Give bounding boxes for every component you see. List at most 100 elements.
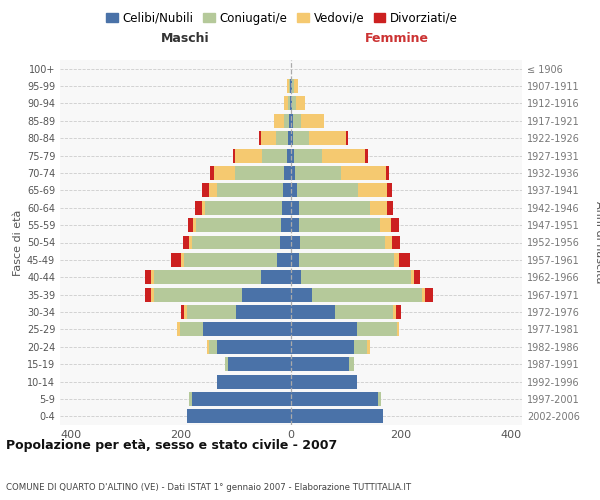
Bar: [151, 270, 154, 284]
Bar: [295, 79, 298, 93]
Bar: [312, 288, 422, 302]
Bar: [293, 132, 308, 145]
Bar: [145, 270, 151, 284]
Bar: [287, 79, 289, 93]
Bar: [202, 201, 205, 214]
Bar: [308, 132, 346, 145]
Text: Popolazione per età, sesso e stato civile - 2007: Popolazione per età, sesso e stato civil…: [6, 440, 337, 452]
Bar: [288, 96, 290, 110]
Bar: [235, 148, 262, 162]
Bar: [291, 305, 335, 319]
Bar: [284, 114, 289, 128]
Bar: [196, 218, 281, 232]
Bar: [289, 114, 291, 128]
Bar: [358, 184, 387, 198]
Bar: [283, 184, 291, 198]
Bar: [395, 305, 401, 319]
Bar: [187, 410, 291, 424]
Bar: [189, 236, 192, 250]
Bar: [291, 340, 354, 353]
Bar: [217, 184, 283, 198]
Bar: [425, 288, 433, 302]
Bar: [292, 79, 295, 93]
Bar: [284, 166, 291, 180]
Bar: [370, 201, 387, 214]
Bar: [380, 218, 391, 232]
Bar: [291, 357, 349, 371]
Bar: [182, 236, 189, 250]
Bar: [193, 218, 196, 232]
Bar: [385, 236, 392, 250]
Text: COMUNE DI QUARTO D'ALTINO (VE) - Dati ISTAT 1° gennaio 2007 - Elaborazione TUTTI: COMUNE DI QUARTO D'ALTINO (VE) - Dati IS…: [6, 484, 411, 492]
Bar: [322, 148, 365, 162]
Bar: [296, 184, 358, 198]
Bar: [205, 201, 282, 214]
Bar: [300, 236, 385, 250]
Bar: [391, 218, 399, 232]
Bar: [291, 253, 299, 267]
Bar: [228, 357, 291, 371]
Bar: [203, 322, 291, 336]
Y-axis label: Anni di nascita: Anni di nascita: [593, 201, 600, 284]
Bar: [207, 340, 209, 353]
Bar: [346, 132, 348, 145]
Bar: [291, 148, 294, 162]
Bar: [397, 322, 400, 336]
Bar: [295, 166, 341, 180]
Bar: [378, 392, 380, 406]
Bar: [291, 166, 295, 180]
Bar: [290, 96, 291, 110]
Bar: [299, 201, 370, 214]
Bar: [291, 288, 312, 302]
Legend: Celibi/Nubili, Coniugati/e, Vedovi/e, Divorziati/e: Celibi/Nubili, Coniugati/e, Vedovi/e, Di…: [101, 7, 463, 30]
Bar: [261, 270, 291, 284]
Bar: [392, 236, 400, 250]
Bar: [288, 132, 291, 145]
Bar: [154, 288, 241, 302]
Bar: [209, 340, 217, 353]
Bar: [291, 236, 300, 250]
Bar: [291, 218, 299, 232]
Bar: [413, 270, 420, 284]
Bar: [291, 132, 293, 145]
Bar: [349, 357, 354, 371]
Bar: [335, 305, 393, 319]
Bar: [294, 148, 322, 162]
Bar: [262, 148, 287, 162]
Bar: [184, 305, 187, 319]
Bar: [394, 253, 400, 267]
Bar: [192, 392, 291, 406]
Text: Femmine: Femmine: [365, 32, 429, 46]
Bar: [357, 322, 397, 336]
Bar: [225, 357, 228, 371]
Bar: [276, 132, 288, 145]
Bar: [217, 340, 291, 353]
Bar: [184, 253, 277, 267]
Bar: [180, 322, 203, 336]
Bar: [400, 253, 410, 267]
Bar: [202, 184, 209, 198]
Bar: [210, 166, 214, 180]
Bar: [241, 288, 291, 302]
Bar: [151, 288, 154, 302]
Bar: [387, 184, 392, 198]
Bar: [291, 184, 296, 198]
Bar: [209, 184, 217, 198]
Bar: [367, 340, 370, 353]
Bar: [145, 288, 151, 302]
Text: Maschi: Maschi: [160, 32, 209, 46]
Bar: [296, 96, 305, 110]
Bar: [291, 96, 292, 110]
Bar: [291, 201, 299, 214]
Bar: [291, 79, 292, 93]
Bar: [293, 114, 301, 128]
Bar: [291, 374, 357, 388]
Bar: [189, 392, 192, 406]
Bar: [236, 305, 291, 319]
Bar: [299, 218, 380, 232]
Bar: [235, 166, 284, 180]
Bar: [341, 166, 386, 180]
Bar: [181, 305, 184, 319]
Y-axis label: Fasce di età: Fasce di età: [13, 210, 23, 276]
Bar: [365, 148, 368, 162]
